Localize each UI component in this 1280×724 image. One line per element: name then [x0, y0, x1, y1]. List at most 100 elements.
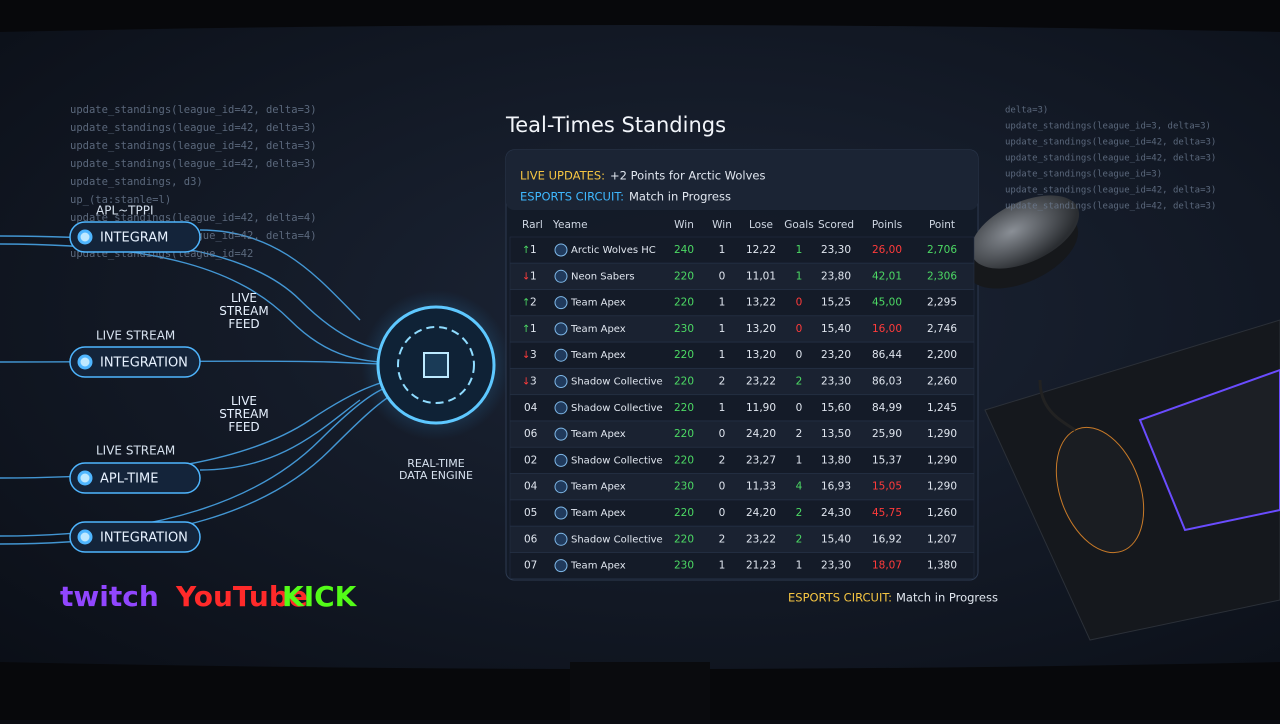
- rank: 05: [524, 507, 537, 519]
- column-header: Yeame: [552, 219, 588, 231]
- stat-cell: 16,92: [872, 533, 902, 545]
- stat-cell: 230: [674, 323, 694, 335]
- stat-cell: 11,33: [746, 481, 776, 493]
- stat-cell: 220: [674, 349, 694, 361]
- stat-cell: 1,260: [927, 507, 957, 519]
- rank: 3: [530, 376, 537, 388]
- platform-logo: twitch: [60, 580, 159, 613]
- table-row: [509, 447, 975, 474]
- input-dot: [77, 529, 93, 545]
- stat-cell: 0: [796, 349, 803, 361]
- feed-label: LIVE STREAM FEED: [219, 290, 268, 330]
- standings-title: Teal-Times Standings: [505, 113, 726, 137]
- rank: 2: [530, 297, 537, 309]
- column-header: Rarl: [522, 219, 543, 231]
- stat-cell: 0: [719, 270, 726, 282]
- stat-cell: 1,290: [927, 454, 957, 466]
- stat-cell: 2: [796, 533, 803, 545]
- team-icon: [554, 296, 568, 310]
- stat-cell: 2,746: [927, 323, 957, 335]
- stat-cell: 42,01: [872, 270, 902, 282]
- column-header: Win: [712, 219, 732, 231]
- stream-label: LIVE STREAM: [96, 444, 175, 458]
- team-icon: [554, 322, 568, 336]
- team-name: Shadow Collective: [571, 534, 663, 545]
- input-dot: [77, 470, 93, 486]
- stat-cell: 23,27: [746, 454, 776, 466]
- stat-cell: 25,90: [872, 428, 902, 440]
- table-row: [509, 236, 975, 264]
- stat-cell: 1: [796, 560, 803, 572]
- team-icon: [554, 375, 568, 388]
- team-name: Shadow Collective: [571, 377, 663, 388]
- team-name: Team Apex: [570, 482, 626, 493]
- stat-cell: 21,23: [746, 560, 776, 572]
- feed-label: LIVE STREAM FEED: [219, 393, 268, 433]
- team-name: Team Apex: [570, 508, 626, 519]
- team-icon: [554, 480, 568, 494]
- stat-cell: 11,01: [746, 270, 776, 282]
- banner-label: LIVE UPDATES:: [520, 169, 605, 183]
- column-header: Lose: [749, 219, 773, 231]
- stat-cell: 4: [796, 481, 803, 493]
- stat-cell: 23,30: [821, 376, 851, 388]
- column-header: Poinls: [872, 219, 902, 231]
- rank: 3: [530, 349, 537, 361]
- stat-cell: 1: [719, 323, 726, 335]
- team-icon: [554, 243, 568, 257]
- stat-cell: 84,99: [872, 402, 902, 414]
- stat-cell: 15,40: [821, 533, 851, 545]
- platform-logo: YouTube: [175, 580, 308, 613]
- stat-cell: 0: [719, 428, 726, 440]
- code-line: update_standings(league_id=42, delta=3): [70, 140, 317, 152]
- stat-cell: 11,90: [746, 402, 776, 414]
- stat-cell: 220: [674, 428, 694, 440]
- stat-cell: 2: [719, 533, 726, 545]
- banner-text: +2 Points for Arctic Wolves: [610, 169, 765, 183]
- code-line: update_standings(league_id=3, delta=3): [1005, 122, 1211, 132]
- stat-cell: 24,20: [746, 428, 776, 440]
- stat-cell: 1,290: [927, 481, 957, 493]
- keyboard: [1138, 368, 1280, 532]
- column-header: Scored: [818, 219, 854, 231]
- stat-cell: 0: [796, 323, 803, 335]
- puck-top: [970, 195, 1080, 269]
- rank: 07: [524, 560, 537, 572]
- stat-cell: 1: [796, 244, 803, 256]
- column-header: Goals: [784, 219, 813, 231]
- input-label: INTEGRATION: [100, 356, 188, 371]
- stat-cell: 2: [796, 428, 803, 440]
- table-row: [509, 499, 975, 527]
- stream-label: APL~TPPI: [96, 204, 154, 218]
- rank: 02: [524, 454, 537, 466]
- stat-cell: 2: [796, 507, 803, 519]
- stream-label: LIVE STREAM: [96, 329, 175, 343]
- team-name: Team Apex: [570, 324, 626, 335]
- stat-cell: 86,03: [872, 376, 902, 388]
- input-label: APL-TIME: [100, 472, 158, 487]
- footer-text: Match in Progress: [896, 591, 998, 605]
- trend-arrow: ↑: [522, 324, 530, 335]
- team-name: Team Apex: [570, 429, 626, 440]
- rank: 06: [524, 428, 538, 440]
- stat-cell: 2,295: [927, 297, 957, 309]
- stat-cell: 23,80: [821, 270, 851, 282]
- stat-cell: 1: [796, 454, 803, 466]
- input-pill: [69, 221, 201, 253]
- stat-cell: 1,207: [927, 533, 957, 545]
- stat-cell: 220: [674, 454, 694, 466]
- stat-cell: 13,20: [746, 349, 776, 361]
- trend-arrow: ↓: [522, 377, 530, 388]
- stat-cell: 86,44: [872, 349, 902, 361]
- stat-cell: 15,60: [821, 402, 851, 414]
- team-name: Arctic Wolves HC: [571, 245, 656, 256]
- stat-cell: 220: [674, 402, 694, 414]
- table-row: [509, 394, 975, 422]
- engine-label: REAL-TIME DATA ENGINE: [399, 457, 473, 482]
- stat-cell: 2,200: [927, 349, 957, 361]
- team-name: Shadow Collective: [571, 455, 663, 466]
- code-line: update_standings(league_id=42, delta=3): [1005, 186, 1216, 196]
- input-label: INTEGRATION: [100, 531, 188, 546]
- stat-cell: 230: [674, 560, 694, 572]
